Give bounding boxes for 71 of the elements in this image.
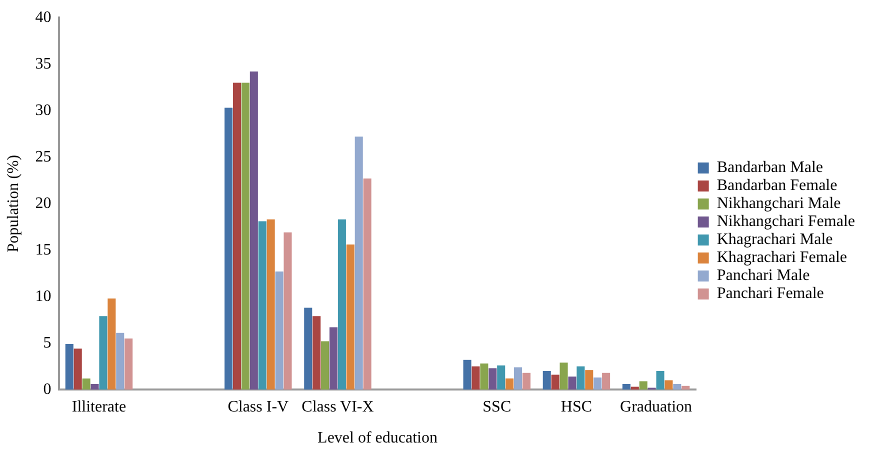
bar	[224, 108, 233, 390]
bar	[338, 219, 346, 390]
y-tick-label: 15	[35, 241, 52, 258]
bar	[673, 384, 682, 390]
bar	[232, 82, 242, 390]
x-tick-label: Illiterate	[72, 398, 126, 416]
bar	[346, 244, 354, 390]
bar	[622, 384, 630, 390]
bar	[284, 232, 292, 390]
y-tick-label: 35	[35, 55, 52, 72]
legend-label: Nikhangchari Female	[716, 213, 855, 230]
bar	[472, 366, 480, 390]
bar	[602, 372, 610, 390]
bar	[124, 338, 133, 390]
bar	[497, 365, 506, 390]
bar	[514, 367, 522, 390]
bar	[522, 372, 530, 390]
bar	[241, 82, 250, 390]
bar	[304, 308, 312, 390]
legend-label: Bandarban Male	[716, 159, 824, 176]
x-tick-label: SSC	[482, 398, 512, 416]
bar	[250, 72, 258, 390]
x-tick-label: HSC	[560, 398, 592, 416]
bar	[594, 378, 602, 390]
bar	[312, 316, 321, 390]
bar	[542, 371, 551, 390]
bar	[321, 341, 330, 390]
legend-label: Panchari Female	[716, 285, 824, 302]
bar	[551, 374, 560, 390]
y-tick-label: 25	[35, 148, 52, 166]
bar	[74, 348, 82, 390]
legend-label: Khagrachari Female	[716, 249, 847, 266]
bar	[560, 362, 568, 390]
bar	[506, 378, 514, 390]
bar	[354, 136, 363, 390]
bar	[258, 221, 266, 390]
y-tick-label: 0	[43, 380, 52, 398]
x-tick-label: Class VI-X	[302, 398, 374, 416]
bar	[329, 327, 338, 390]
bar	[116, 332, 124, 390]
x-tick-label: Class I-V	[228, 398, 290, 416]
bar	[480, 364, 488, 390]
bar	[488, 368, 497, 390]
legend-label: Khagrachari Male	[716, 231, 833, 248]
bar	[568, 376, 576, 390]
bar	[664, 380, 673, 390]
x-axis-title: Level of education	[318, 430, 438, 447]
bar	[585, 370, 594, 390]
x-tick-label: Graduation	[620, 398, 692, 416]
legend-label: Panchari Male	[716, 267, 810, 284]
bar	[576, 366, 585, 390]
bar	[363, 178, 372, 390]
bar	[266, 219, 275, 390]
y-axis-title: Population (%)	[4, 154, 22, 252]
bar	[275, 271, 284, 390]
y-tick-label: 10	[35, 288, 52, 305]
bar	[656, 371, 664, 390]
bar	[639, 381, 648, 390]
y-tick-label: 30	[35, 102, 52, 119]
y-tick-label: 20	[35, 194, 52, 212]
legend-label: Bandarban Female	[716, 177, 838, 194]
bar	[99, 316, 108, 390]
legend-label: Nikhangchari Male	[716, 195, 841, 212]
bar	[65, 344, 74, 390]
y-tick-label: 5	[43, 334, 52, 352]
bar	[90, 384, 99, 390]
bar	[82, 378, 90, 390]
bar	[108, 298, 116, 390]
y-tick-label: 40	[35, 8, 52, 26]
bar	[682, 386, 690, 390]
bar	[463, 360, 472, 390]
